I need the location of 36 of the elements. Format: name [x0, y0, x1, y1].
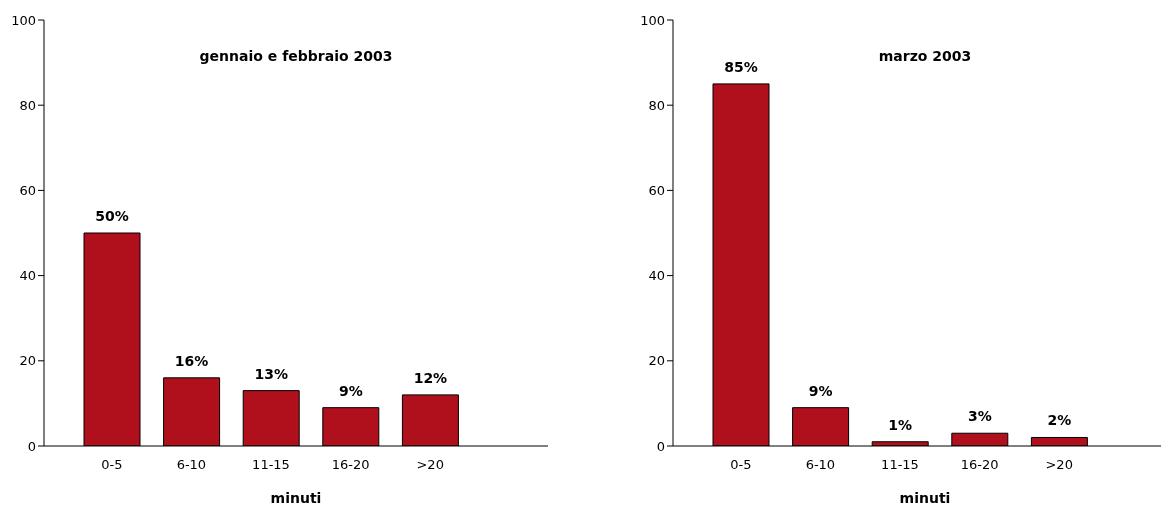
- y-tick-label: 100: [11, 12, 36, 28]
- data-label: 16%: [174, 352, 209, 369]
- y-tick-label: 80: [19, 97, 36, 113]
- x-tick-label: >20: [416, 457, 444, 473]
- x-tick-label: 16-20: [960, 457, 999, 473]
- data-label: 85%: [724, 58, 758, 75]
- x-tick-label: 6-10: [176, 457, 207, 473]
- x-tick-label: 16-20: [331, 457, 370, 473]
- data-label: 12%: [413, 369, 448, 386]
- y-tick-label: 20: [648, 353, 665, 369]
- text: gennaio e febbraio 2003: [198, 48, 394, 64]
- y-tick-label: 0: [656, 438, 665, 454]
- x-tick-label: 11-15: [252, 457, 290, 473]
- data-label: 13%: [254, 365, 288, 382]
- x-tick-label: 11-15: [881, 457, 919, 473]
- y-tick-label: 40: [19, 268, 36, 284]
- y-tick-label: 0: [27, 438, 36, 454]
- y-tick-label: 100: [640, 12, 665, 28]
- data-label: 2%: [1047, 412, 1072, 429]
- y-tick-label: 40: [648, 268, 665, 284]
- y-tick-label: 20: [19, 353, 36, 369]
- x-axis-title: minuti: [270, 490, 322, 505]
- x-axis-title: minuti: [899, 490, 951, 505]
- data-label: 1%: [888, 416, 913, 433]
- x-tick-label: 0-5: [101, 457, 123, 473]
- x-tick-label: 0-5: [730, 457, 752, 473]
- x-tick-label: 6-10: [805, 457, 836, 473]
- data-label: 3%: [967, 408, 992, 425]
- y-tick-label: 80: [648, 97, 665, 113]
- x-tick-label: >20: [1045, 457, 1073, 473]
- y-tick-label: 60: [19, 183, 36, 199]
- data-label: 9%: [338, 382, 363, 399]
- data-label: 9%: [808, 382, 833, 399]
- data-label: 50%: [95, 208, 129, 224]
- text: marzo 2003: [878, 48, 972, 64]
- y-tick-label: 60: [648, 183, 665, 199]
